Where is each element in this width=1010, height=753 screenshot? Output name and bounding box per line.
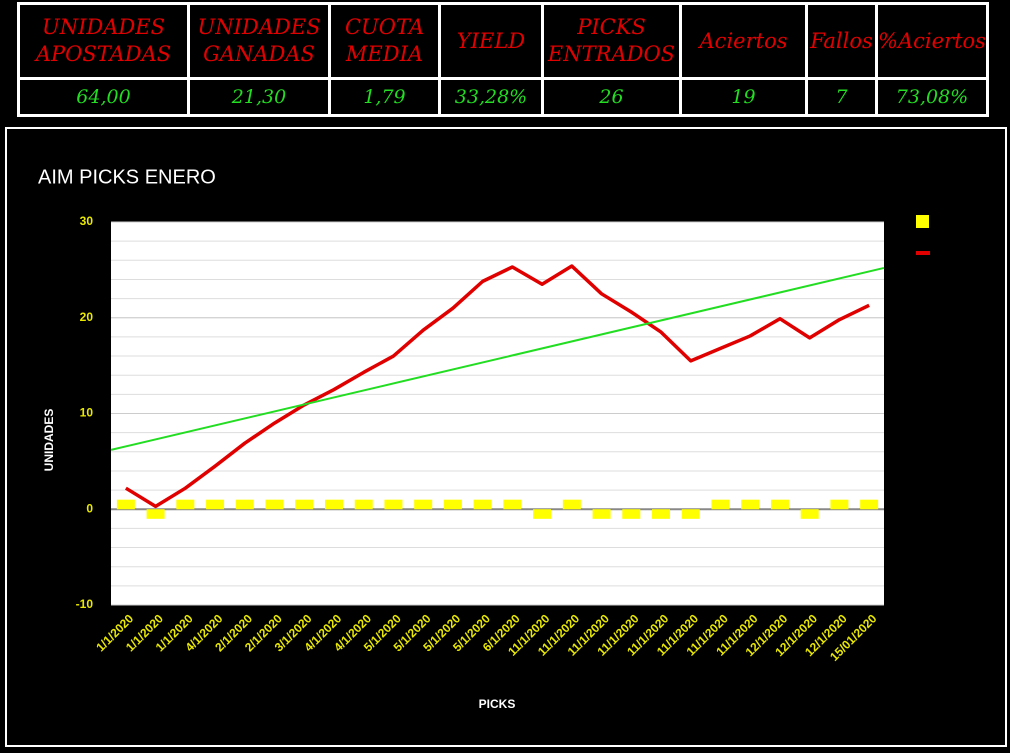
value-cell: 26 (541, 77, 682, 117)
bar (830, 499, 849, 510)
stats-table: UNIDADES APOSTADAS UNIDADES GANADAS CUOTA … (17, 2, 989, 117)
value-cell: 7 (805, 77, 878, 117)
bar (562, 499, 581, 510)
header-cell: YIELD (438, 2, 544, 80)
header-row: UNIDADES APOSTADAS UNIDADES GANADAS CUOTA … (17, 2, 989, 80)
value-cell: 73,08% (875, 77, 989, 117)
bar (652, 509, 671, 519)
value-cell: 1,79 (328, 77, 441, 117)
bar (176, 499, 195, 510)
chart-title: AIM PICKS ENERO (38, 166, 216, 188)
bar (443, 499, 462, 510)
bar (265, 499, 284, 510)
bar (354, 499, 373, 510)
y-tick-label: 10 (80, 406, 94, 420)
header-cell: CUOTA MEDIA (328, 2, 441, 80)
bar (324, 499, 343, 510)
value-cell: 21,30 (187, 77, 331, 117)
y-tick-label: -10 (76, 597, 94, 611)
value-row: 64,00 21,30 1,79 33,28% 26 19 7 73,08% (17, 77, 989, 117)
bar (860, 499, 879, 510)
value-cell: 64,00 (17, 77, 190, 117)
bar (741, 499, 760, 510)
header-cell: PICKS ENTRADOS (541, 2, 682, 80)
header-cell: Aciertos (679, 2, 808, 80)
bar (206, 499, 225, 510)
value-cell: 33,28% (438, 77, 544, 117)
header-cell: UNIDADES APOSTADAS (17, 2, 190, 80)
y-tick-label: 20 (80, 310, 94, 324)
bar (711, 499, 730, 510)
y-axis-label: UNIDADES (42, 409, 56, 472)
y-tick-label: 0 (86, 501, 93, 515)
bar (116, 499, 135, 510)
legend-marker (916, 251, 930, 255)
bar (295, 499, 314, 510)
bar (235, 499, 254, 510)
bar (473, 499, 492, 510)
bar (681, 509, 700, 519)
bar (146, 509, 165, 519)
line (124, 264, 870, 509)
bar (592, 509, 611, 519)
chart-panel (5, 127, 1007, 747)
bar (533, 509, 552, 519)
y-tick-label: 30 (80, 214, 94, 228)
bar (384, 499, 403, 510)
header-cell: UNIDADES GANADAS (187, 2, 331, 80)
value-cell: 19 (679, 77, 808, 117)
bar (770, 499, 789, 510)
bar (503, 499, 522, 510)
legend-marker (916, 215, 929, 228)
header-cell: %Aciertos (875, 2, 989, 80)
bar (414, 499, 433, 510)
bar (622, 509, 641, 519)
x-axis-label: PICKS (479, 697, 516, 711)
header-cell: Fallos (805, 2, 878, 80)
trend-line (110, 266, 885, 451)
bar (800, 509, 819, 519)
